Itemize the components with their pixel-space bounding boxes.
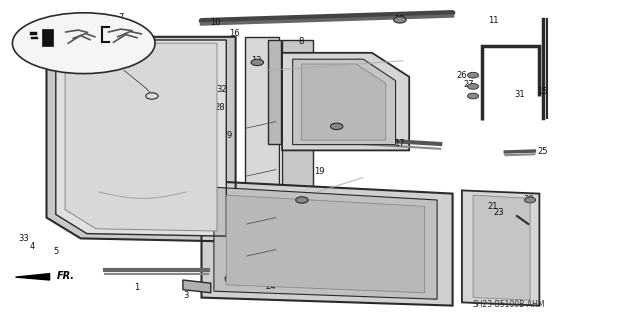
Circle shape — [467, 93, 479, 99]
Text: 5: 5 — [53, 247, 58, 256]
Polygon shape — [46, 37, 236, 242]
Text: 13: 13 — [394, 15, 405, 24]
Text: 28: 28 — [215, 103, 226, 112]
Polygon shape — [56, 40, 226, 236]
Text: 12: 12 — [251, 56, 261, 65]
Polygon shape — [183, 280, 211, 293]
Text: 32: 32 — [216, 85, 228, 94]
Text: 6: 6 — [224, 276, 229, 284]
Text: 19: 19 — [314, 167, 324, 176]
Text: 33: 33 — [18, 234, 29, 243]
Text: 22: 22 — [266, 276, 276, 284]
Text: 1: 1 — [134, 284, 139, 292]
Text: 29: 29 — [298, 200, 308, 209]
Text: 7: 7 — [118, 13, 123, 22]
Polygon shape — [65, 43, 217, 231]
Polygon shape — [462, 190, 539, 306]
Text: SH23-B5100B-AHM: SH23-B5100B-AHM — [472, 300, 544, 309]
Text: 30: 30 — [523, 196, 534, 204]
Text: 3: 3 — [184, 292, 188, 300]
Text: 21: 21 — [488, 202, 498, 211]
Text: 18: 18 — [345, 258, 356, 267]
Text: 26: 26 — [456, 71, 467, 80]
Polygon shape — [245, 37, 279, 242]
Text: 9: 9 — [227, 132, 232, 140]
Ellipse shape — [12, 13, 155, 74]
Polygon shape — [473, 195, 530, 300]
Polygon shape — [31, 37, 38, 39]
Polygon shape — [30, 32, 37, 35]
Text: 6: 6 — [69, 13, 74, 22]
Text: 20: 20 — [345, 266, 355, 275]
Text: 16: 16 — [229, 29, 240, 38]
Text: 8: 8 — [298, 37, 303, 46]
Circle shape — [525, 197, 536, 203]
Text: 25: 25 — [538, 148, 547, 156]
Polygon shape — [214, 187, 437, 299]
Polygon shape — [268, 40, 281, 144]
Polygon shape — [16, 274, 50, 280]
Polygon shape — [42, 29, 53, 46]
Circle shape — [467, 72, 479, 78]
Text: 17: 17 — [394, 140, 405, 148]
Polygon shape — [282, 53, 409, 150]
Polygon shape — [226, 195, 425, 293]
Text: FR.: FR. — [57, 271, 75, 281]
Text: 14: 14 — [332, 124, 342, 132]
Circle shape — [146, 93, 158, 99]
Text: 7: 7 — [149, 101, 154, 110]
Polygon shape — [293, 59, 396, 145]
Polygon shape — [202, 181, 453, 306]
Circle shape — [251, 59, 264, 66]
Text: 10: 10 — [211, 18, 221, 27]
Text: 15: 15 — [538, 87, 547, 96]
Text: 23: 23 — [494, 208, 505, 217]
Circle shape — [467, 84, 479, 89]
Text: 27: 27 — [463, 80, 474, 89]
Text: 11: 11 — [488, 16, 498, 25]
Text: 4: 4 — [30, 242, 35, 251]
Circle shape — [394, 17, 406, 23]
Circle shape — [330, 123, 343, 130]
Text: 24: 24 — [266, 282, 276, 291]
Polygon shape — [301, 64, 386, 140]
Circle shape — [296, 197, 308, 203]
Text: 31: 31 — [514, 90, 525, 99]
Polygon shape — [282, 40, 313, 245]
Text: 2: 2 — [233, 236, 238, 244]
